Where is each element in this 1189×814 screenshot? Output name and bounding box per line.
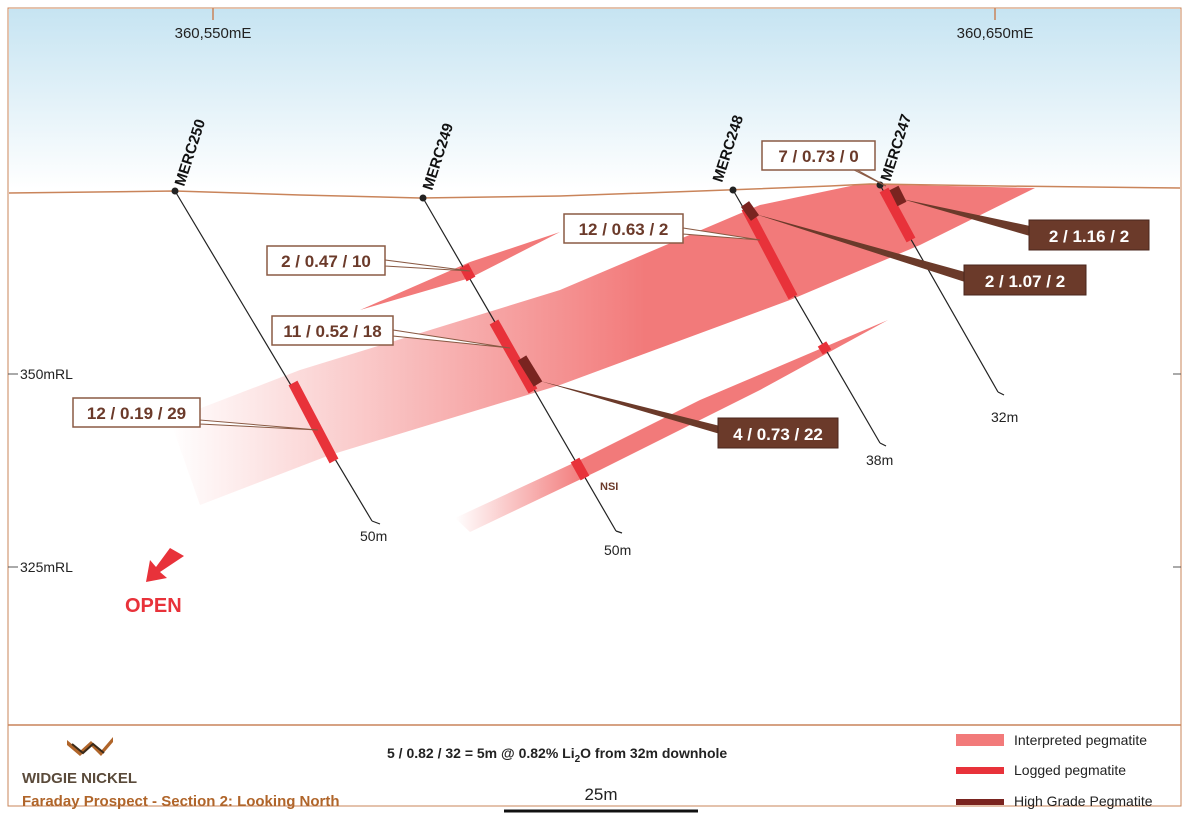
high-grade-callout [963,264,1087,296]
hole-collar [171,187,179,195]
sky-gradient [9,9,1180,189]
legend-label: High Grade Pegmatite [1014,793,1153,809]
drill-hole-trace [174,190,373,522]
legend-swatch-logged [956,767,1004,774]
rl-label: 350mRL [20,366,73,382]
section-title: Faraday Prospect - Section 2: Looking No… [22,793,340,810]
hole-depth: 50m [360,528,387,544]
intercept-callout [72,397,201,428]
hole-depth: 38m [866,452,893,468]
interpreted-pegmatite-lower [455,320,888,532]
intercept-value: 2 / 0.47 / 10 [281,252,371,271]
nsi-label: NSI [600,481,618,493]
rl-label: 325mRL [20,559,73,575]
legend-swatch-high-grade [956,799,1004,805]
topographic-surface [8,183,1181,199]
legend-label: Interpreted pegmatite [1014,732,1147,748]
high-grade-value: 2 / 1.07 / 2 [985,272,1065,291]
logged-pegmatite-interval [570,457,590,481]
easting-label: 360,550mE [175,25,252,42]
legend-swatch-interpreted [956,734,1004,746]
high-grade-callout [717,417,839,449]
high-grade-interval [889,185,907,207]
callout-leader-high-grade [540,381,720,434]
intercept-key: 5 / 0.82 / 32 = 5m @ 0.82% Li2O from 32m… [387,745,727,765]
logged-pegmatite-interval [817,341,832,355]
intercept-callout [761,140,876,171]
logged-pegmatite-interval [489,319,538,394]
hole-depth: 50m [604,542,631,558]
intercept-callout [271,315,394,346]
intercept-callout [563,213,684,244]
hole-depth: 32m [991,409,1018,425]
intercept-value: 12 / 0.63 / 2 [579,220,669,239]
callout-leader-high-grade [902,199,1030,236]
logged-pegmatite-interval [288,380,339,464]
intercept-value: 7 / 0.73 / 0 [778,147,858,166]
logged-pegmatite-interval [879,187,916,243]
logged-pegmatite-interval [741,205,798,300]
legend-label: Logged pegmatite [1014,762,1126,778]
logged-pegmatite-interval [459,263,476,282]
high-grade-interval [740,201,760,221]
open-label: OPEN [125,595,182,617]
callout-leader-high-grade [755,214,965,282]
open-arrow-icon [146,548,184,582]
high-grade-interval [517,355,543,387]
high-grade-value: 2 / 1.16 / 2 [1049,227,1129,246]
high-grade-value: 4 / 0.73 / 22 [733,425,823,444]
interpreted-pegmatite-upper [360,232,560,310]
intercept-value: 12 / 0.19 / 29 [87,404,186,423]
interpreted-pegmatite-main [170,184,1035,505]
intercept-value: 11 / 0.52 / 18 [283,322,381,341]
high-grade-callout [1028,219,1150,251]
company-name: WIDGIE NICKEL [22,770,137,787]
hole-collar [729,186,737,194]
hole-collar [419,194,427,202]
scale-label: 25m [584,785,617,804]
widgie-nickel-logo-icon [67,737,113,756]
intercept-callout [266,245,386,276]
easting-label: 360,650mE [957,25,1034,42]
